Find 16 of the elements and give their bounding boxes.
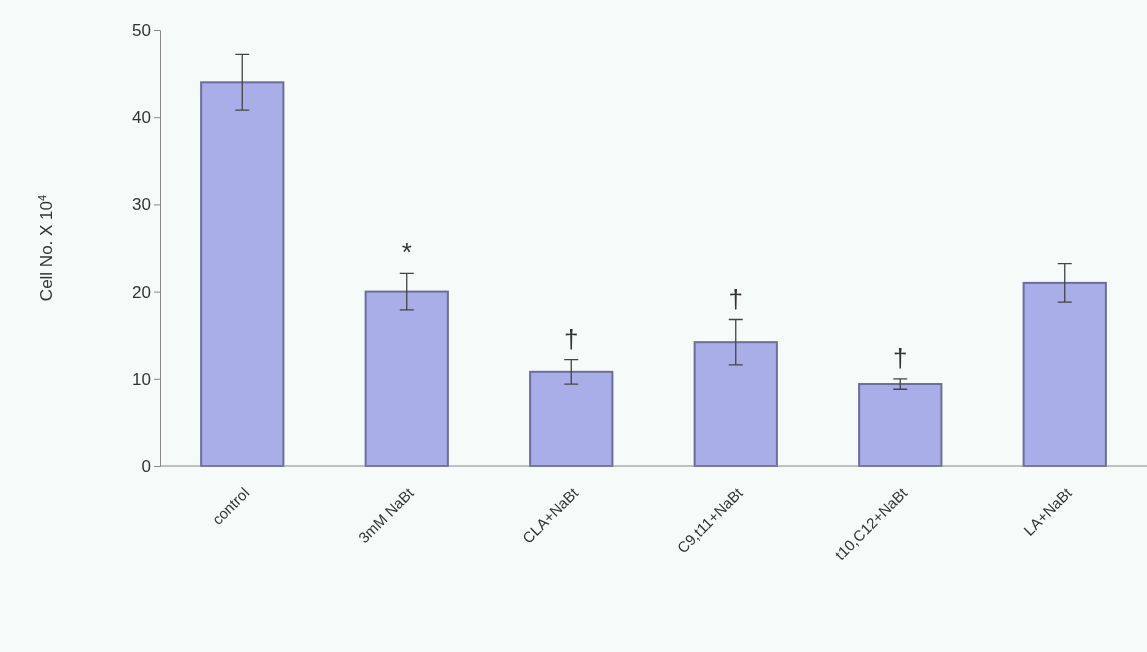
bar [1022, 281, 1107, 467]
annotation: † [728, 283, 743, 314]
y-tick-label: 50 [132, 20, 151, 40]
bar [693, 341, 778, 467]
bar [200, 81, 285, 467]
annotation: * [401, 237, 412, 268]
annotation: † [893, 342, 908, 373]
bar [529, 370, 614, 467]
bar [858, 383, 943, 467]
y-tick-label: 20 [132, 282, 151, 302]
y-tick-label: 30 [132, 195, 151, 215]
annotation: † [564, 323, 579, 354]
y-tick-label: 10 [132, 369, 151, 389]
bar [364, 290, 449, 467]
y-tick-label: 0 [141, 456, 151, 476]
y-tick-label: 40 [132, 108, 151, 128]
